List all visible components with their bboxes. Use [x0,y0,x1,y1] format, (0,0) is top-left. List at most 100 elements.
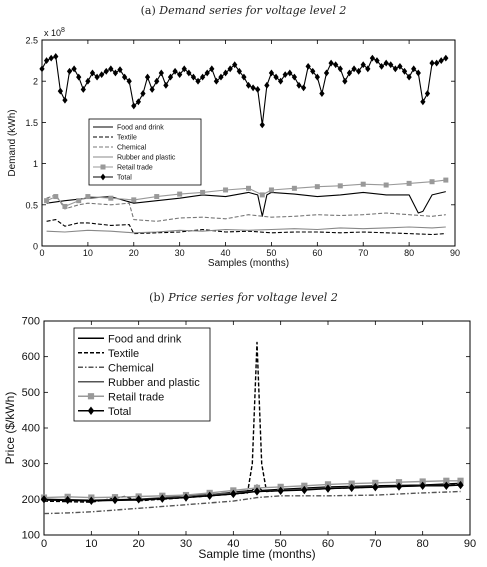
chart-a-x-tick-label: 50 [266,248,276,258]
chart-a-series-retail-trade-point [223,187,229,193]
chart-a-series-total-point [140,90,146,97]
chart-b-x-tick-label: 60 [322,538,334,550]
chart-a-series-food-and-drink-line [46,191,446,217]
chart-a-series-total-point [250,84,256,92]
chart-a: 0 10 20 30 40 50 60 70 80 90 0 0.5 1 1.5 2 2.5 Samples (… [7,27,460,269]
chart-a-x-tick-label: 10 [83,248,93,258]
chart-a-series-total-point [94,73,100,81]
chart-a-series-total-point [48,54,54,62]
chart-a-series-total-point [319,90,325,97]
chart-a-series-retail-trade-point [314,184,320,190]
chart-a-series-total-point [103,67,109,75]
chart-a-series-total-point [218,73,224,81]
chart-a-series-total-point [291,73,298,81]
chart-a-series-total-point [57,87,63,95]
chart-a-series-total-point [314,73,320,81]
chart-a-series-retail-trade-point [268,187,274,193]
chart-a-x-tick-label: 0 [39,248,44,258]
chart-a-x-tick-label: 30 [175,248,185,258]
chart-a-series-total-point [406,73,412,81]
chart-a-series-total-point [328,59,334,67]
chart-a-series-retail-trade-point [259,192,265,198]
chart-a-series-total-point [181,65,187,73]
chart-a-series-total-point [99,71,105,79]
chart-a-x-tick-label: 90 [450,248,460,258]
chart-b-series-total-point [159,494,166,503]
chart-b-legend-entry-label: Rubber and plastic [108,377,200,389]
chart-a-series-total-point [131,102,137,110]
chart-a-y-tick-label: 2 [33,77,38,87]
chart-a-series-total-point [277,77,284,85]
chart-a-y-tick-label: 0.5 [25,200,38,210]
chart-a-legend-entry-label: Chemical [117,145,147,152]
chart-b-y-tick-label: 700 [22,316,40,328]
chart-a-y-tick-label: 2.5 [25,36,38,46]
chart-a-series-total-point [177,71,183,79]
chart-b-series-total-point [135,495,142,504]
chart-a-series-total-point [76,73,82,81]
chart-a-y-multiplier: x 108 [44,27,65,38]
chart-a-series-total-point [420,98,426,106]
chart-a-legend-entry-label: Retail trade [117,165,153,172]
chart-a-y-axis-label: Demand (kWh) [7,109,18,176]
chart-a-x-tick-label: 60 [312,248,322,258]
chart-a-series-total-point [121,73,128,81]
chart-a-legend-entry-label: Textile [117,135,137,142]
chart-a-series-total-point [255,86,261,93]
chart-a-series-total-point [287,69,293,77]
chart-a-series-total-point [356,67,362,75]
chart-a-series-total-point [213,77,220,85]
chart-b-series-total-point [457,480,464,490]
chart-a-series-total-point [85,77,91,85]
chart-b-series-total-point [182,493,190,502]
chart-a-y-tick-label: 1.5 [25,118,38,128]
chart-b-legend-entry-label: Food and drink [108,333,182,345]
chart-b-legend-entry-marker [87,406,95,415]
chart-a-series-total-point [158,69,164,77]
chart-b-series-total-point [88,496,95,505]
chart-a-series-total-point [305,62,311,70]
chart-a-series-total-point [415,69,421,77]
chart-a-series-total-point [268,69,275,77]
chart-a-title: (a) Demand series for voltage level 2 [0,4,487,17]
chart-a-series-total-point [392,65,398,73]
chart-a-series-total-point [424,90,431,97]
chart-a-series-total-point [154,77,160,85]
chart-a-legend-entry-marker [100,173,106,181]
chart-a-series-total-point [378,62,385,70]
chart-a-series-retail-trade-point [108,195,114,201]
chart-b-title: (b) Price series for voltage level 2 [0,291,487,304]
chart-a-series-total-point [241,73,247,81]
chart-a-series-total-point [365,65,371,73]
chart-b-series-total-point [64,495,71,505]
chart-b-y-tick-label: 100 [22,530,40,542]
chart-b-panel-label: (b) [149,291,165,304]
chart-a-series-total-point [209,65,215,73]
chart-a-legend-entry-label: Food and drink [117,125,164,132]
chart-b-series-total-point [230,489,237,499]
chart-b-series-total-point [395,482,403,491]
chart-a-series-retail-trade-point [360,181,366,187]
chart-a-panel-label: (a) [140,4,156,17]
chart-a-series-total-point [300,84,307,92]
chart-a-y-tick-label: 1 [33,159,38,169]
chart-a-series-retail-trade-point [291,185,297,191]
chart-a-series-total-point [43,57,50,65]
chart-a-legend-entry-label: Rubber and plastic [117,155,176,162]
chart-a-y-tick-label: 0 [33,242,38,252]
chart-a-series-retail-trade-point [131,197,137,203]
chart-a-series-total-point [108,65,114,73]
chart-b-x-tick-label: 70 [369,538,381,550]
chart-b-legend-entry-label: Textile [108,348,139,360]
chart-a-series-total-point [273,73,279,81]
chart-b-series-chemical-line [43,490,461,515]
chart-b-x-tick-label: 20 [133,538,145,550]
chart-a-series-total-point [163,81,169,89]
chart-a-series-total-point [66,67,73,75]
chart-a-series-retail-trade-point [62,203,68,209]
chart-a-legend-entry-label: Total [117,175,132,182]
chart-a-series-total-point [264,81,270,89]
chart-b-x-tick-label: 90 [464,538,476,550]
chart-a-series-total-point [259,121,265,129]
chart-b-y-tick-label: 600 [22,351,40,363]
